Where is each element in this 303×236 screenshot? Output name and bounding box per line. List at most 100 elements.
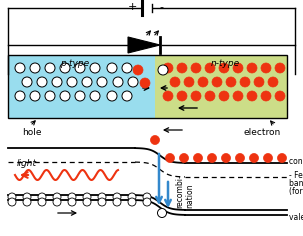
Circle shape: [30, 91, 40, 101]
Circle shape: [45, 91, 55, 101]
Circle shape: [83, 198, 91, 206]
Circle shape: [194, 153, 202, 163]
Circle shape: [98, 193, 106, 201]
Circle shape: [226, 77, 236, 87]
Circle shape: [235, 153, 245, 163]
Circle shape: [53, 193, 61, 201]
Circle shape: [22, 77, 32, 87]
Text: +: +: [127, 2, 137, 12]
Circle shape: [90, 63, 100, 73]
Circle shape: [205, 91, 215, 101]
Circle shape: [205, 63, 215, 73]
Circle shape: [60, 91, 70, 101]
Circle shape: [158, 65, 168, 75]
Circle shape: [268, 77, 278, 87]
Text: conduction band: conduction band: [289, 157, 303, 167]
Circle shape: [233, 63, 243, 73]
Circle shape: [45, 63, 55, 73]
Circle shape: [122, 63, 132, 73]
Circle shape: [23, 198, 31, 206]
Circle shape: [219, 91, 229, 101]
Circle shape: [233, 91, 243, 101]
Circle shape: [8, 198, 16, 206]
Bar: [8, 55, 287, 118]
Circle shape: [37, 77, 47, 87]
Text: - Fermi level: - Fermi level: [289, 172, 303, 181]
Circle shape: [264, 153, 272, 163]
Circle shape: [191, 63, 201, 73]
Bar: [155, 55, 287, 118]
Bar: [8, 55, 155, 118]
Circle shape: [170, 77, 180, 87]
Circle shape: [191, 91, 201, 101]
Circle shape: [140, 78, 150, 88]
Circle shape: [75, 91, 85, 101]
Circle shape: [278, 153, 287, 163]
Circle shape: [52, 77, 62, 87]
Text: electron: electron: [244, 128, 281, 137]
Circle shape: [143, 198, 151, 206]
Circle shape: [128, 193, 136, 201]
Circle shape: [275, 63, 285, 73]
Circle shape: [240, 77, 250, 87]
Circle shape: [83, 193, 91, 201]
Circle shape: [23, 193, 31, 201]
Circle shape: [254, 77, 264, 87]
Circle shape: [128, 77, 138, 87]
Circle shape: [15, 91, 25, 101]
Circle shape: [249, 153, 258, 163]
Text: (forbidden band): (forbidden band): [289, 187, 303, 196]
Circle shape: [98, 198, 106, 206]
Circle shape: [15, 63, 25, 73]
Circle shape: [221, 153, 231, 163]
Text: band gap: band gap: [289, 179, 303, 188]
Text: n-type: n-type: [211, 59, 240, 68]
Circle shape: [53, 198, 61, 206]
Text: -: -: [159, 2, 163, 12]
Text: hole: hole: [22, 128, 42, 137]
Circle shape: [184, 77, 194, 87]
Circle shape: [163, 91, 173, 101]
Circle shape: [163, 63, 173, 73]
Circle shape: [208, 153, 217, 163]
Circle shape: [113, 193, 121, 201]
Circle shape: [68, 193, 76, 201]
Text: valence band: valence band: [289, 214, 303, 223]
Circle shape: [113, 198, 121, 206]
Circle shape: [179, 153, 188, 163]
Circle shape: [30, 63, 40, 73]
Circle shape: [122, 91, 132, 101]
Circle shape: [158, 208, 167, 218]
Circle shape: [143, 193, 151, 201]
Circle shape: [151, 135, 159, 144]
Circle shape: [75, 63, 85, 73]
Circle shape: [68, 198, 76, 206]
Circle shape: [247, 91, 257, 101]
Circle shape: [128, 198, 136, 206]
Circle shape: [38, 193, 46, 201]
Circle shape: [90, 91, 100, 101]
Circle shape: [177, 63, 187, 73]
Circle shape: [60, 63, 70, 73]
Circle shape: [261, 91, 271, 101]
Circle shape: [82, 77, 92, 87]
Circle shape: [198, 77, 208, 87]
Circle shape: [107, 91, 117, 101]
Text: recombi-
nation: recombi- nation: [175, 175, 195, 208]
Circle shape: [38, 198, 46, 206]
Circle shape: [133, 65, 143, 75]
Circle shape: [177, 91, 187, 101]
Circle shape: [219, 63, 229, 73]
Circle shape: [165, 153, 175, 163]
Circle shape: [261, 63, 271, 73]
Circle shape: [247, 63, 257, 73]
Circle shape: [107, 63, 117, 73]
Circle shape: [97, 77, 107, 87]
Polygon shape: [128, 37, 160, 53]
Circle shape: [67, 77, 77, 87]
Circle shape: [8, 193, 16, 201]
Circle shape: [212, 77, 222, 87]
Circle shape: [275, 91, 285, 101]
Text: p-type: p-type: [60, 59, 90, 68]
Circle shape: [113, 77, 123, 87]
